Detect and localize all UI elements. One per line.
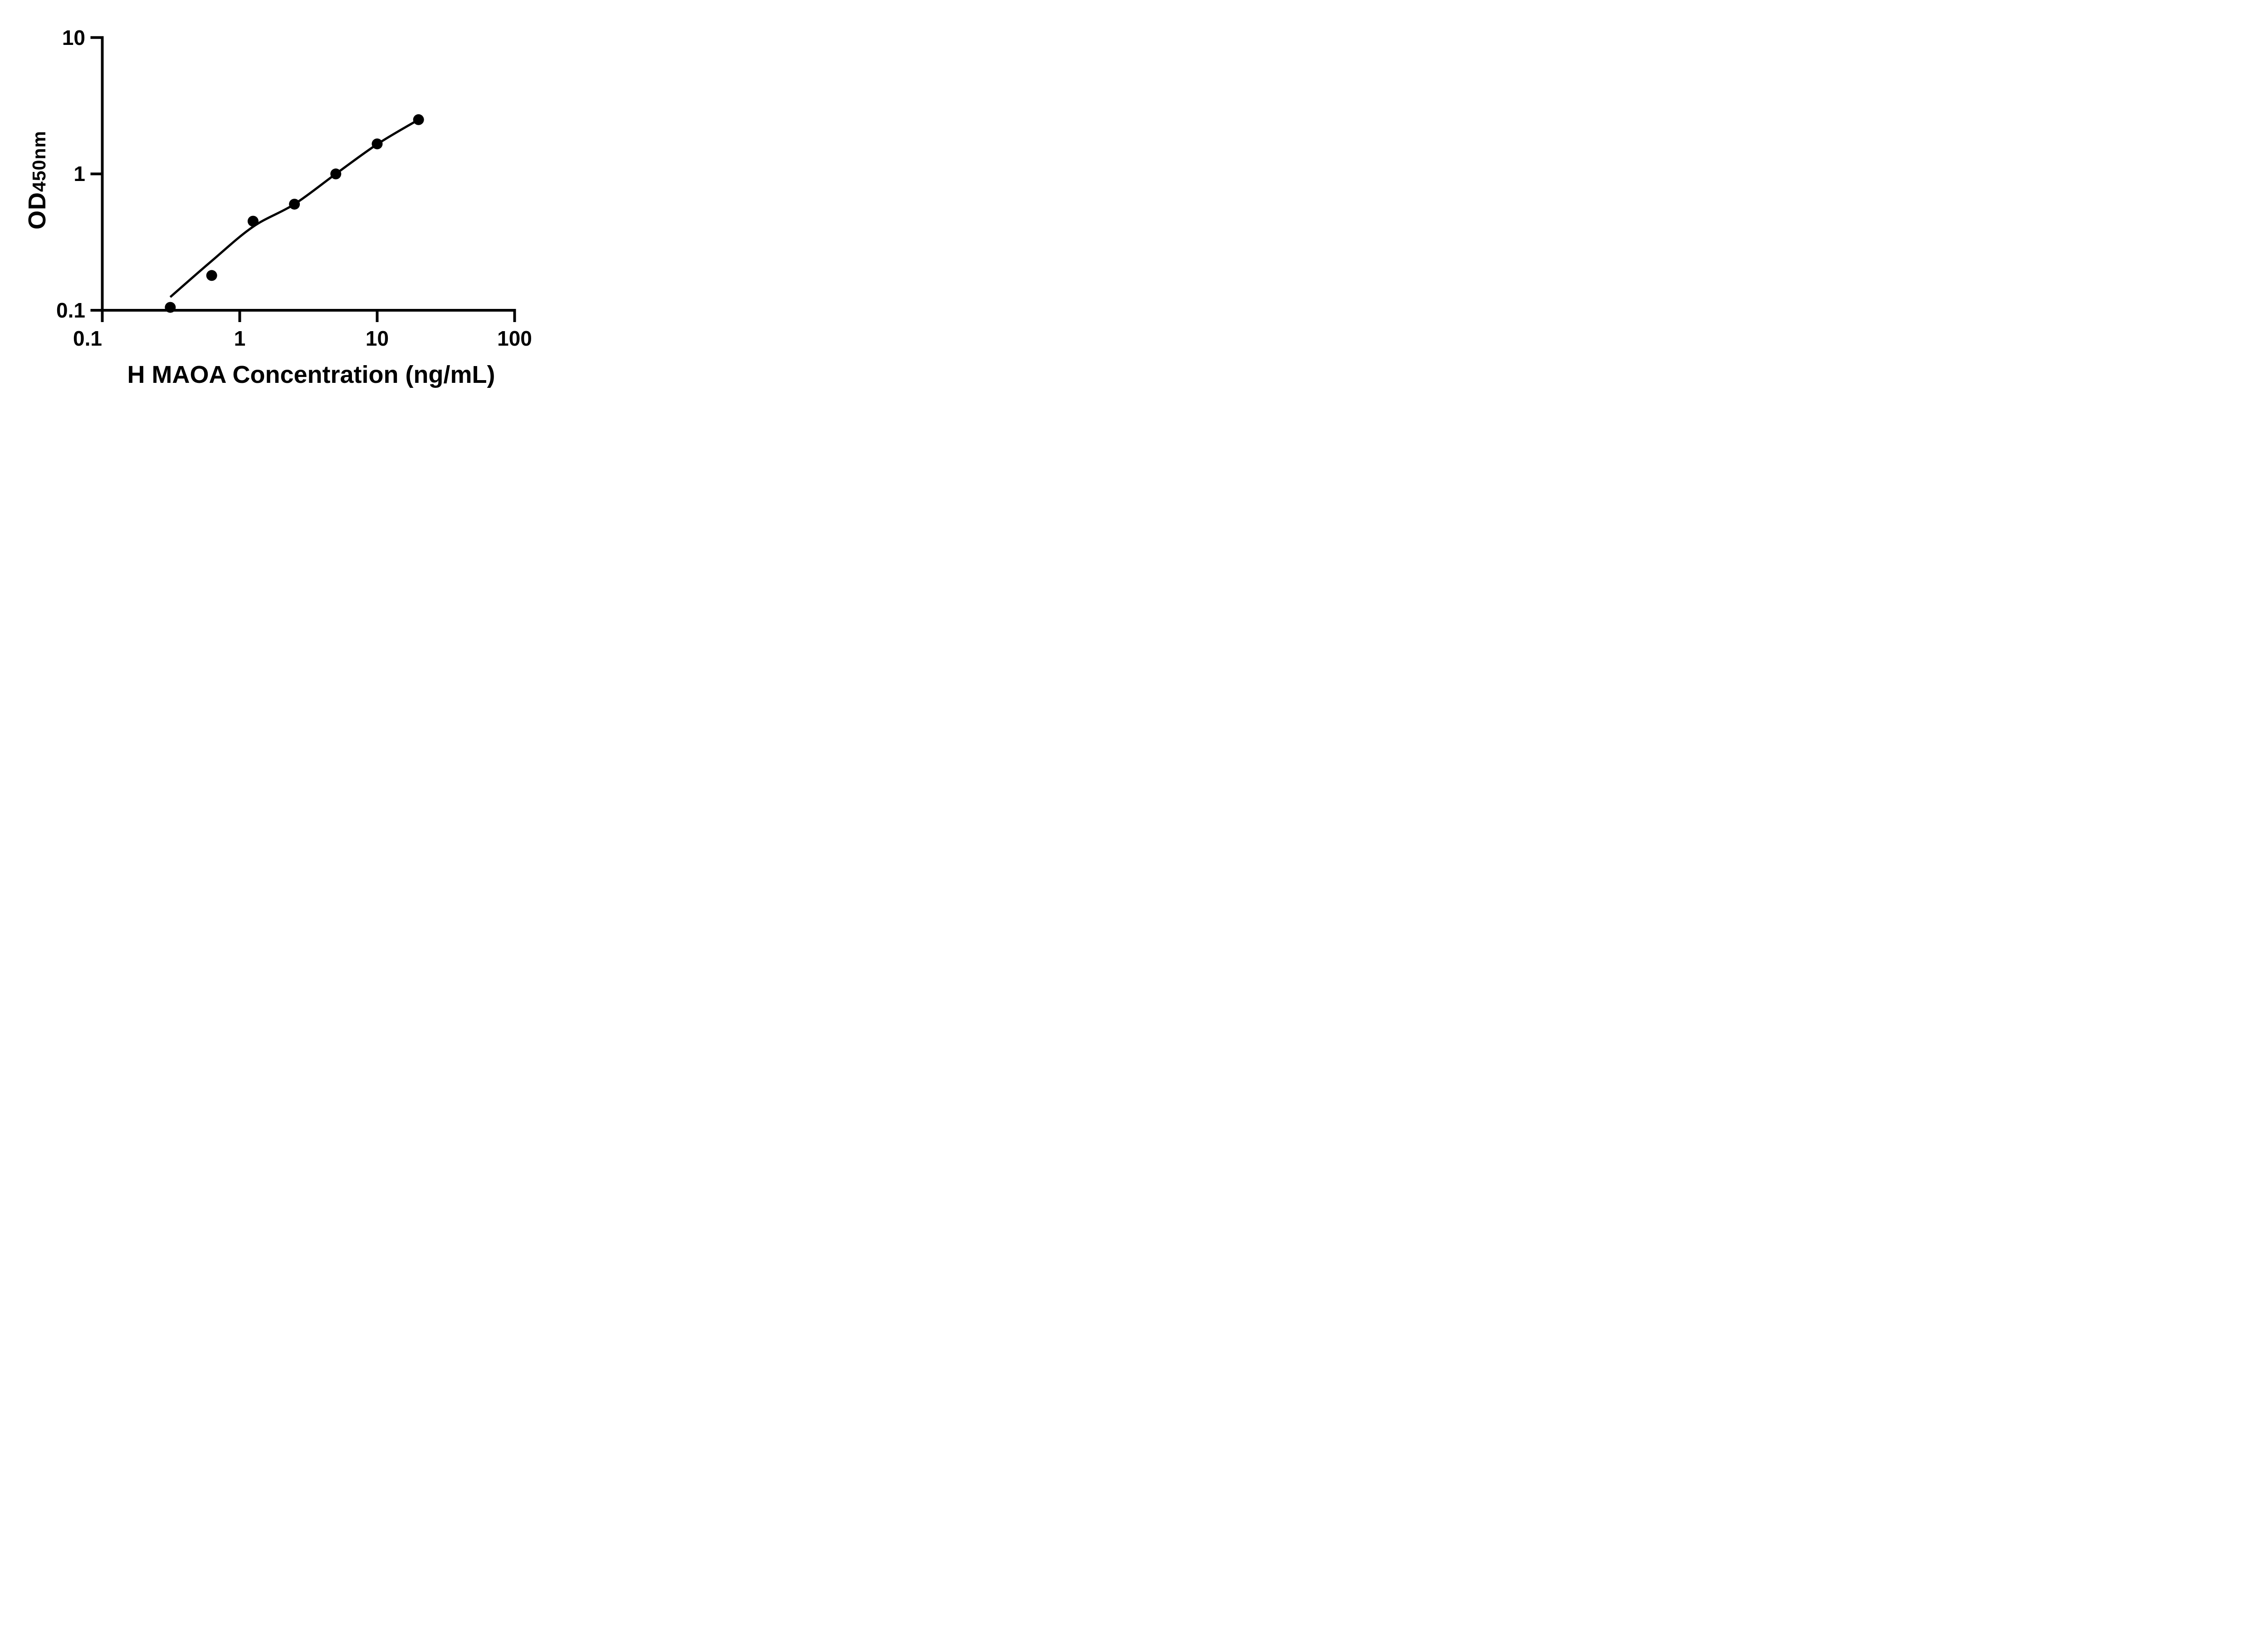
y-tick-label-1: 1 xyxy=(73,162,85,186)
x-axis-title: H MAOA Concentration (ng/mL) xyxy=(127,361,495,388)
y-axis-title-main: OD xyxy=(24,192,51,230)
data-point xyxy=(413,114,424,125)
x-tick-label-100: 100 xyxy=(497,327,532,350)
x-tick-label-1: 1 xyxy=(234,327,246,350)
y-axis-title: OD450nm xyxy=(24,131,51,230)
x-axis: 0.1 1 10 100 xyxy=(73,309,532,350)
data-points-group xyxy=(165,114,424,313)
x-tick-label-10: 10 xyxy=(366,327,389,350)
y-axis-title-subscript: 450nm xyxy=(29,131,49,192)
data-point xyxy=(247,215,259,227)
data-point xyxy=(165,302,176,313)
data-point xyxy=(289,199,300,210)
y-tick-label-10: 10 xyxy=(62,26,85,49)
data-point xyxy=(206,270,217,281)
y-axis: 10 1 0.1 xyxy=(56,26,104,322)
data-point xyxy=(371,138,383,150)
y-tick-label-0-1: 0.1 xyxy=(56,298,85,322)
data-point xyxy=(330,168,342,180)
x-tick-label-0-1: 0.1 xyxy=(73,327,102,350)
elisa-standard-curve-figure: 10 1 0.1 0.1 1 10 100 H MAOA Concentrati… xyxy=(0,0,572,408)
plot-svg: 10 1 0.1 0.1 1 10 100 H MAOA Concentrati… xyxy=(24,26,532,388)
